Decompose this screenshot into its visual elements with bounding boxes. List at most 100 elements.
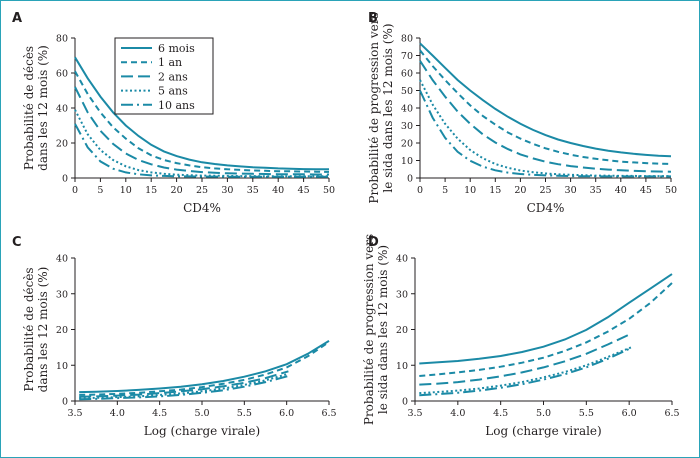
x-axis-title: Log (charge virale) (144, 424, 260, 438)
y-axis-title: Probabilité de décès dans les 12 mois (%) (22, 45, 50, 171)
x-tick-label: 6.5 (664, 408, 679, 419)
series-line-10-ans (419, 347, 632, 397)
x-tick-label: 6.0 (622, 408, 637, 419)
x-tick-label: 15 (489, 185, 501, 196)
panel-letter: A (12, 11, 22, 26)
x-tick-label: 5.5 (237, 408, 252, 419)
series-line-5-ans (419, 346, 632, 395)
x-tick-label: 6.5 (321, 408, 336, 419)
x-tick-label: 20 (171, 185, 183, 196)
series-line-6-mois (79, 340, 330, 394)
y-tick-label: 10 (56, 361, 68, 372)
x-axis-title: CD4% (183, 201, 221, 215)
y-tick-label: 0 (62, 174, 68, 185)
x-tick-label: 20 (514, 185, 526, 196)
x-tick-label: 4.5 (493, 408, 508, 419)
x-tick-label: 50 (665, 185, 677, 196)
series-line-5-ans (419, 79, 671, 178)
y-tick-label: 20 (56, 139, 68, 150)
legend-label: 6 mois (158, 42, 195, 55)
series-line-10-ans (74, 123, 329, 178)
x-tick-label: 0 (72, 185, 78, 196)
y-tick-label: 0 (402, 397, 408, 408)
x-tick-label: 30 (565, 185, 577, 196)
y-axis-title-line1: Probabilité de progression vers (367, 12, 381, 203)
x-tick-label: 40 (615, 185, 627, 196)
x-tick-label: 4.0 (450, 408, 465, 419)
y-axis-title-line2: dans les 12 mois (%) (36, 45, 50, 171)
x-tick-label: 4.5 (152, 408, 167, 419)
series-line-10-ans (419, 90, 671, 178)
x-tick-label: 35 (590, 185, 602, 196)
x-tick-label: 50 (323, 185, 335, 196)
y-tick-label: 10 (396, 361, 408, 372)
panel-a: A 0 5 10 15 20 25 30 35 40 45 50 0 20 40 60 80 CD4% Probab… (12, 11, 335, 215)
y-tick-label: 0 (407, 174, 413, 185)
x-tick-label: 6.0 (279, 408, 294, 419)
y-axis-title-line2: dans les 12 mois (%) (36, 267, 50, 393)
y-tick-label: 30 (56, 289, 68, 300)
panel-letter: B (368, 11, 378, 26)
y-axis-title-line1: Probabilité de décès (22, 267, 36, 391)
x-tick-label: 5.5 (579, 408, 594, 419)
y-tick-label: 20 (401, 139, 413, 150)
y-tick-label: 30 (396, 289, 408, 300)
y-tick-label: 20 (396, 325, 408, 336)
y-axis-title: Probabilité de progression vers le sida d… (362, 234, 390, 425)
x-axis-title: CD4% (527, 201, 565, 215)
y-tick-label: 40 (56, 254, 68, 265)
x-tick-label: 45 (640, 185, 652, 196)
x-tick-label: 10 (464, 185, 476, 196)
y-axis-title-line2: le sida dans les 12 mois (%) (381, 23, 395, 192)
y-tick-label: 60 (401, 69, 413, 80)
series-line-2-ans (419, 60, 672, 173)
series-line-5-ans (74, 109, 329, 178)
series-line-1-an (79, 341, 330, 396)
x-tick-label: 35 (247, 185, 259, 196)
y-tick-label: 20 (56, 325, 68, 336)
y-axis-title-line1: Probabilité de décès (22, 46, 36, 170)
panel-letter: C (12, 235, 22, 250)
y-tick-label: 80 (401, 34, 413, 45)
x-tick-label: 30 (221, 185, 233, 196)
x-axis-title: Log (charge virale) (485, 424, 601, 438)
series-line-1-an (74, 70, 330, 173)
series-line-1-an (419, 282, 673, 377)
x-tick-label: 5 (97, 185, 103, 196)
y-tick-label: 40 (56, 104, 68, 115)
series-line-10-ans (79, 375, 289, 401)
y-tick-label: 0 (62, 397, 68, 408)
x-tick-label: 10 (120, 185, 132, 196)
legend-label: 5 ans (158, 85, 188, 98)
x-tick-label: 40 (272, 185, 284, 196)
x-tick-label: 4.0 (110, 408, 125, 419)
panel-letter: D (368, 235, 379, 250)
y-tick-label: 50 (401, 86, 413, 97)
y-axis-title-line2: le sida dans les 12 mois (%) (376, 245, 390, 414)
x-tick-label: 25 (539, 185, 551, 196)
x-tick-label: 3.5 (407, 408, 422, 419)
series-line-6-mois (419, 42, 672, 158)
y-tick-label: 70 (401, 51, 413, 62)
series-line-1-an (419, 49, 672, 165)
x-tick-label: 0 (417, 185, 423, 196)
x-tick-label: 45 (298, 185, 310, 196)
y-tick-label: 30 (401, 121, 413, 132)
series-line-6-mois (74, 56, 329, 171)
x-tick-label: 5 (442, 185, 448, 196)
y-axis-title: Probabilité de décès dans les 12 mois (%) (22, 267, 50, 393)
y-tick-label: 40 (401, 104, 413, 115)
legend-label: 1 an (158, 56, 182, 69)
x-tick-label: 5.0 (536, 408, 551, 419)
y-tick-label: 10 (401, 156, 413, 167)
x-tick-label: 5.0 (194, 408, 209, 419)
y-axis-title: Probabilité de progression vers le sida d… (367, 12, 395, 203)
series-line-2-ans (74, 86, 329, 176)
series-line-2-ans (79, 370, 289, 398)
legend-label: 10 ans (158, 99, 195, 112)
x-tick-label: 25 (196, 185, 208, 196)
y-tick-label: 80 (56, 34, 68, 45)
x-tick-label: 3.5 (67, 408, 82, 419)
